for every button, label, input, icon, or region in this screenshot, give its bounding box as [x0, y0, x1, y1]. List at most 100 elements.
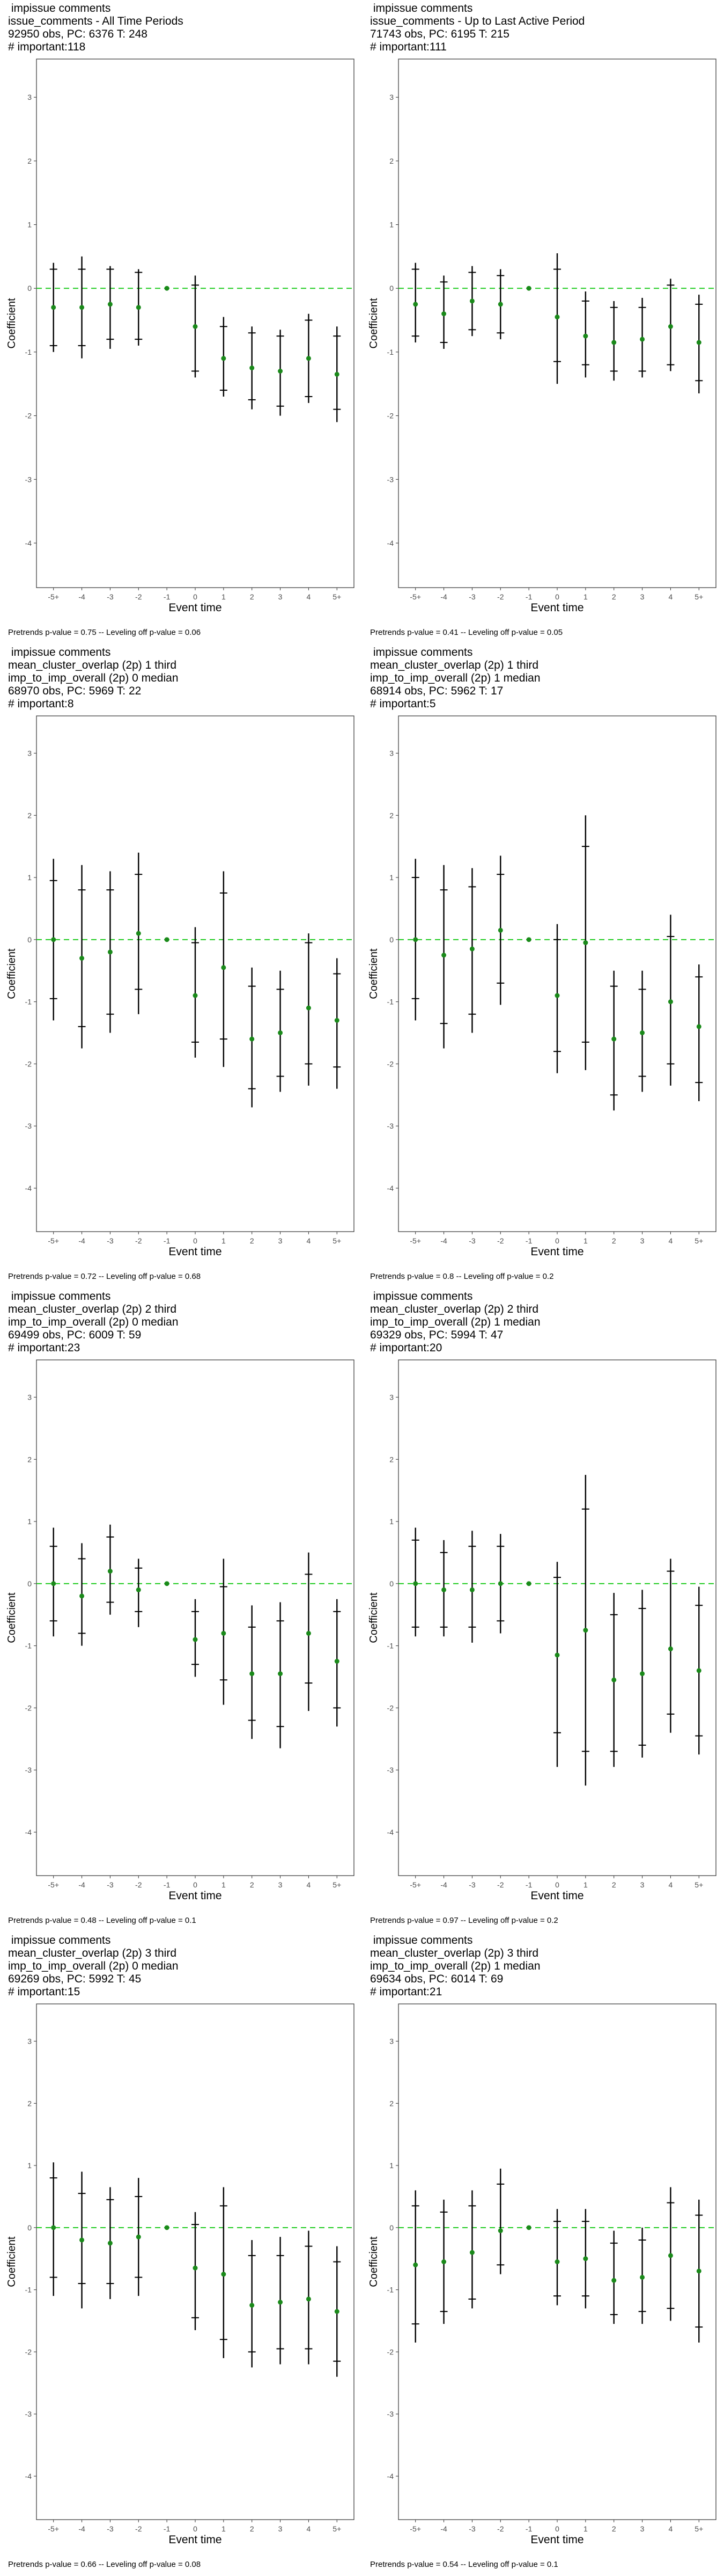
y-axis-label: Coefficient [6, 2236, 18, 2287]
x-tick-label: 1 [583, 592, 588, 601]
estimate-point [413, 937, 418, 942]
estimate-point [334, 371, 339, 377]
x-tick-label: 0 [555, 1880, 559, 1889]
estimate-point [555, 314, 560, 320]
x-tick-label: -4 [78, 2524, 85, 2533]
estimate-point [668, 2253, 673, 2258]
chart-title-line: 68914 obs, PC: 5962 T: 17 [370, 685, 504, 697]
estimate-point [334, 2309, 339, 2314]
y-tick-label: -3 [25, 475, 32, 484]
estimate-point [193, 2265, 198, 2271]
estimate-point [79, 1593, 85, 1599]
estimate-point [696, 1668, 701, 1673]
y-tick-label: -2 [387, 1059, 394, 1068]
chart-title: impissue comments mean_cluster_overlap (2… [370, 646, 541, 711]
x-tick-label: 4 [669, 2524, 673, 2533]
chart-plot: -4 -3 -2 -1 0 1 2 3 -5+ -4 -3 -2 -1 0 1 2 3 4 5+ Event time… [6, 715, 354, 1258]
chart-title-line: impissue comments [8, 1934, 111, 1946]
estimate-point [640, 2274, 645, 2280]
y-axis-label: Coefficient [368, 1592, 380, 1643]
x-tick-label: 0 [193, 592, 197, 601]
chart-title: impissue comments issue_comments - All Ti… [8, 2, 183, 54]
estimate-point [136, 305, 141, 310]
estimate-point [221, 1630, 226, 1636]
y-tick-label: 1 [27, 2161, 32, 2170]
y-tick-label: 0 [389, 1579, 394, 1588]
estimate-point [107, 1569, 113, 1574]
estimate-point [278, 1671, 283, 1677]
estimate-point [221, 2272, 226, 2277]
x-tick-label: 0 [193, 1236, 197, 1245]
y-tick-label: -1 [387, 998, 394, 1006]
x-tick-label: -4 [78, 1880, 85, 1889]
estimate-point [413, 302, 418, 307]
y-tick-label: -4 [387, 1184, 394, 1192]
chart-title-line: # important:5 [370, 698, 436, 710]
y-tick-label: 3 [389, 749, 394, 757]
estimate-point [611, 1677, 617, 1682]
estimate-point [640, 336, 645, 342]
x-tick-label: -3 [107, 2524, 114, 2533]
y-tick-label: 0 [389, 2223, 394, 2232]
estimate-point [469, 2250, 475, 2255]
estimate-point [668, 1646, 673, 1651]
y-axis-label: Coefficient [6, 1592, 18, 1643]
chart-title: impissue comments mean_cluster_overlap (2… [8, 1290, 179, 1355]
estimate-point [107, 949, 113, 955]
estimate-point [221, 965, 226, 970]
x-axis-label: Event time [168, 1890, 221, 1902]
estimate-point [278, 369, 283, 374]
x-tick-label: 2 [250, 1880, 254, 1889]
chart-title-line: # important:118 [8, 41, 86, 53]
y-tick-label: 2 [389, 1455, 394, 1463]
x-tick-label: -1 [526, 592, 533, 601]
y-tick-label: -2 [25, 2347, 32, 2356]
chart-title-line: # important:21 [370, 1986, 442, 1998]
estimate-point [136, 931, 141, 936]
x-tick-label: 0 [555, 1236, 559, 1245]
y-tick-label: 0 [27, 1579, 32, 1588]
x-tick-label: -5+ [410, 1236, 421, 1245]
y-tick-label: -1 [25, 998, 32, 1006]
estimate-point [306, 2296, 311, 2302]
chart-title-line: 69634 obs, PC: 6014 T: 69 [370, 1973, 504, 1985]
x-tick-label: -1 [164, 592, 171, 601]
chart-panel: impissue comments issue_comments - All Ti… [5, 0, 354, 637]
estimate-point [164, 2225, 169, 2230]
estimate-point [278, 1030, 283, 1035]
chart-title: impissue comments mean_cluster_overlap (2… [8, 1934, 179, 1999]
x-tick-label: -3 [107, 1880, 114, 1889]
pvalue-footnote: Pretrends p-value = 0.97 -- Leveling off… [370, 1916, 558, 1925]
estimate-point [249, 1671, 255, 1677]
estimate-point [441, 953, 447, 958]
x-tick-label: -2 [135, 1880, 142, 1889]
chart-title-line: imp_to_imp_overall (2p) 1 median [370, 672, 541, 684]
chart-plot: -4 -3 -2 -1 0 1 2 3 -5+ -4 -3 -2 -1 0 1 2 3 4 5+ Event time… [6, 58, 354, 614]
chart-title-line: mean_cluster_overlap (2p) 1 third [8, 659, 176, 671]
x-tick-label: 4 [669, 1880, 673, 1889]
chart-plot: -4 -3 -2 -1 0 1 2 3 -5+ -4 -3 -2 -1 0 1 2 3 4 5+ Event time… [6, 1359, 354, 1902]
chart-title-line: imp_to_imp_overall (2p) 0 median [8, 672, 179, 684]
y-tick-label: 1 [389, 873, 394, 882]
estimate-point [249, 365, 255, 371]
x-tick-label: 0 [555, 2524, 559, 2533]
chart-title-line: impissue comments [8, 2, 111, 14]
x-tick-label: -4 [78, 1236, 85, 1245]
estimate-point [79, 956, 85, 961]
chart-title-line: issue_comments - All Time Periods [8, 15, 183, 27]
estimate-point [334, 1659, 339, 1664]
y-tick-label: -3 [25, 1122, 32, 1130]
x-tick-label: 1 [221, 592, 226, 601]
estimate-point [413, 1581, 418, 1586]
estimate-point [555, 993, 560, 998]
chart-title-line: mean_cluster_overlap (2p) 2 third [370, 1303, 538, 1315]
x-tick-label: -5+ [48, 592, 59, 601]
chart-title-line: impissue comments [370, 646, 473, 658]
estimate-point [583, 333, 588, 339]
estimate-point [441, 311, 447, 317]
x-tick-label: 4 [307, 2524, 311, 2533]
x-tick-label: -5+ [48, 2524, 59, 2533]
estimate-point [640, 1030, 645, 1035]
x-axis-label: Event time [530, 1890, 583, 1902]
x-tick-label: -4 [440, 1236, 447, 1245]
